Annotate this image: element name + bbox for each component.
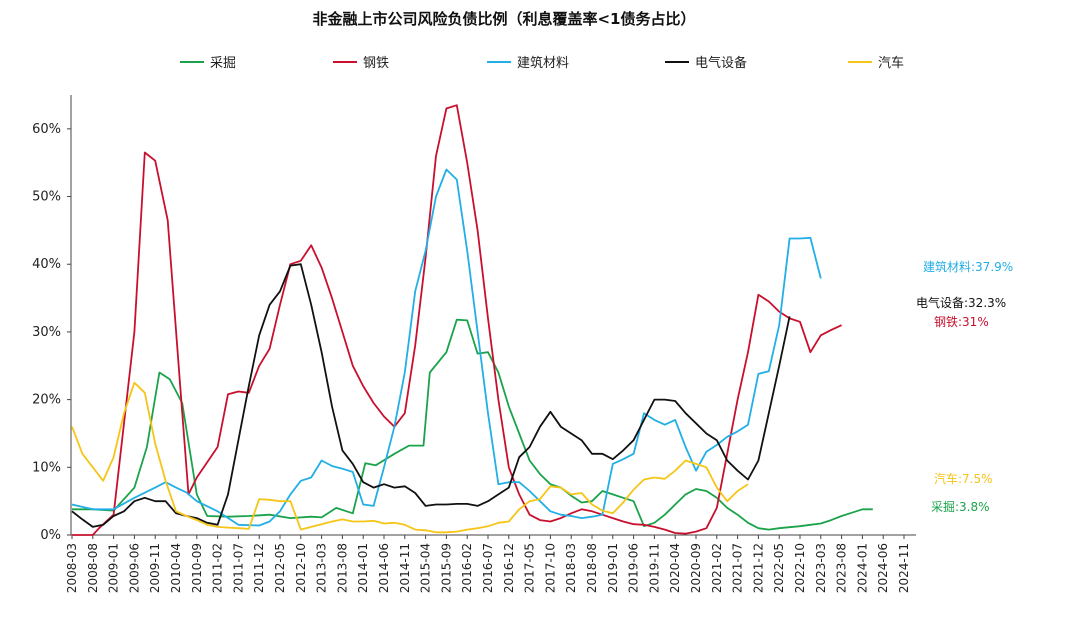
x-tick-label: 2019-01 <box>606 543 620 593</box>
x-tick-label: 2015-09 <box>439 543 453 593</box>
legend: 采掘 钢铁 建筑材料 电气设备 汽车 <box>180 55 904 71</box>
x-tick-label: 2019-11 <box>647 543 661 593</box>
x-tick-label: 2020-04 <box>668 543 682 593</box>
legend-label-2: 建筑材料 <box>517 55 569 71</box>
y-tick-label: 20% <box>32 393 61 408</box>
legend-label-0: 采掘 <box>210 56 236 71</box>
x-tick-label: 2018-03 <box>564 543 578 593</box>
series-line-0 <box>72 318 873 531</box>
legend-label-1: 钢铁 <box>363 56 389 71</box>
chart-title: 非金融上市公司风险负债比例（利息覆盖率<1债务占比） <box>312 10 695 28</box>
x-tick-label: 2014-01 <box>356 543 370 593</box>
series-lines <box>71 104 873 536</box>
x-tick-label: 2009-01 <box>107 543 121 593</box>
series-line-4 <box>71 381 749 534</box>
x-tick-label: 2020-09 <box>689 543 703 593</box>
end-label-4: 汽车:7.5% <box>934 471 993 486</box>
y-tick-label: 30% <box>32 325 61 340</box>
y-axis: 0% 10% 20% 30% 40% 50% 60% <box>32 95 72 543</box>
x-tick-label: 2009-11 <box>148 543 162 593</box>
end-label-3: 电气设备:32.3% <box>916 295 1006 310</box>
series-line-2 <box>71 168 822 527</box>
series-line-3 <box>71 263 791 528</box>
x-tick-label: 2013-08 <box>335 543 349 593</box>
y-tick-label: 40% <box>32 257 61 272</box>
series-line-1 <box>72 104 842 536</box>
y-tick-label: 0% <box>40 528 61 543</box>
x-tick-label: 2022-10 <box>793 543 807 593</box>
x-tick-label: 2019-06 <box>627 543 641 593</box>
x-tick-label: 2010-09 <box>190 543 204 593</box>
x-tick-label: 2011-02 <box>211 543 225 593</box>
end-label-2: 建筑材料:37.9% <box>923 259 1013 274</box>
x-tick-label: 2013-03 <box>315 543 329 593</box>
x-tick-label: 2008-03 <box>65 543 79 593</box>
x-tick-label: 2014-11 <box>398 543 412 593</box>
legend-label-4: 汽车 <box>878 55 904 71</box>
x-tick-label: 2024-01 <box>855 543 869 593</box>
x-tick-label: 2012-10 <box>294 543 308 593</box>
x-tick-label: 2011-12 <box>252 543 266 593</box>
x-tick-label: 2024-11 <box>897 543 911 593</box>
x-tick-label: 2021-12 <box>751 543 765 593</box>
x-tick-label: 2016-02 <box>460 543 474 593</box>
x-tick-label: 2023-03 <box>814 543 828 593</box>
y-tick-label: 50% <box>32 190 61 205</box>
x-tick-label: 2017-05 <box>523 543 537 593</box>
legend-label-3: 电气设备 <box>695 55 747 71</box>
x-tick-label: 2015-04 <box>419 543 433 593</box>
x-tick-label: 2008-08 <box>86 543 100 593</box>
x-tick-label: 2021-02 <box>710 543 724 593</box>
x-tick-label: 2010-04 <box>169 543 183 593</box>
x-tick-label: 2023-08 <box>835 543 849 593</box>
x-tick-label: 2017-10 <box>543 543 557 593</box>
x-tick-label: 2011-07 <box>231 543 245 593</box>
y-tick-label: 60% <box>32 122 61 137</box>
x-tick-label: 2021-07 <box>731 543 745 593</box>
end-label-0: 采掘:3.8% <box>931 499 990 514</box>
end-labels: 采掘:3.8% 钢铁:31% 建筑材料:37.9% 电气设备:32.3% 汽车:7.5% <box>916 259 1013 514</box>
x-tick-label: 2016-12 <box>502 543 516 593</box>
x-tick-label: 2022-05 <box>772 543 786 593</box>
x-tick-label: 2016-07 <box>481 543 495 593</box>
x-tick-label: 2009-06 <box>127 543 141 593</box>
x-tick-label: 2024-06 <box>876 543 890 593</box>
x-tick-label: 2018-08 <box>585 543 599 593</box>
x-axis: 2008-03 2008-08 2009-01 2009-06 2009-11 2010-… <box>65 534 916 593</box>
end-label-1: 钢铁:31% <box>934 315 989 329</box>
x-tick-label: 2012-05 <box>273 543 287 593</box>
x-tick-label: 2014-06 <box>377 543 391 593</box>
y-tick-label: 10% <box>32 460 61 475</box>
